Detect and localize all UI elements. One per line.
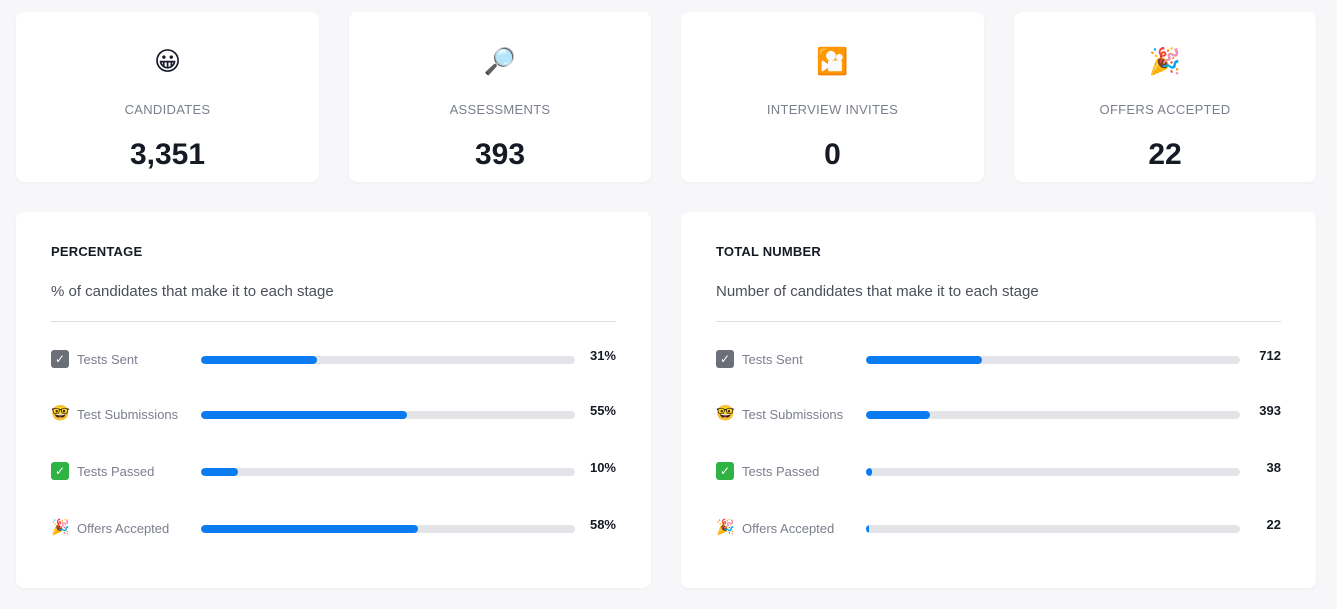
stage-row-test-submissions: 🤓 Test Submissions 393 [716,403,1281,427]
stage-label: Test Submissions [742,407,844,422]
progress-bar-fill [201,468,239,476]
stat-label: ASSESSMENTS [449,102,551,117]
nerd-face-icon: 🤓 [51,405,70,422]
stage-value: 22 [1266,517,1281,532]
stage-value: 55% [589,403,616,418]
stage-value: 31% [589,348,616,363]
stat-label: OFFERS ACCEPTED [1099,102,1231,117]
progress-bar-fill [201,356,317,364]
check-mark-button-icon: ✓ [51,462,69,480]
party-popper-icon: 🎉 [1148,46,1182,76]
stage-row-tests-sent: ✓ Tests Sent 31% [51,348,616,372]
stage-label: Tests Sent [742,352,803,367]
stat-card-assessments: 🔎 ASSESSMENTS 393 [349,12,651,182]
divider [51,321,616,322]
progress-bar-fill [201,525,418,533]
progress-bar-fill [866,411,930,419]
panel-subtitle: Number of candidates that make it to eac… [716,283,1039,300]
magnifying-glass-icon: 🔎 [483,46,517,76]
stage-value: 38 [1266,460,1281,475]
stage-label: Tests Passed [77,464,155,479]
stage-value: 58% [589,517,616,532]
stage-row-test-submissions: 🤓 Test Submissions 55% [51,403,616,427]
stage-row-tests-passed: ✓ Tests Passed 38 [716,460,1281,484]
stage-value: 712 [1259,348,1281,363]
panel-subtitle: % of candidates that make it to each sta… [51,283,334,300]
percentage-panel: PERCENTAGE % of candidates that make it … [16,212,651,588]
stat-label: CANDIDATES [124,102,211,117]
stat-card-offers-accepted: 🎉 OFFERS ACCEPTED 22 [1014,12,1316,182]
stage-value: 10% [589,460,616,475]
grinning-face-icon: 😀 [153,46,182,76]
progress-bar [866,468,1240,476]
stage-label: Offers Accepted [742,521,835,536]
stage-label: Test Submissions [77,407,179,422]
divider [716,321,1281,322]
progress-bar [201,356,575,364]
progress-bar [201,411,575,419]
progress-bar [866,525,1240,533]
stage-label: Tests Passed [742,464,820,479]
nerd-face-icon: 🤓 [716,405,735,422]
stat-value: 3,351 [129,138,206,171]
stage-value: 393 [1259,403,1281,418]
stage-label: Tests Sent [77,352,138,367]
stage-row-tests-passed: ✓ Tests Passed 10% [51,460,616,484]
panel-title: PERCENTAGE [51,244,143,259]
progress-bar-fill [866,525,870,533]
total-number-panel: TOTAL NUMBER Number of candidates that m… [681,212,1316,588]
panel-title: TOTAL NUMBER [716,244,821,259]
party-popper-icon: 🎉 [51,519,70,536]
stat-value: 393 [474,138,526,171]
progress-bar [201,525,575,533]
progress-bar [866,356,1240,364]
movie-camera-icon: 🎦 [816,46,849,76]
stat-value: 0 [824,138,841,171]
check-box-icon: ✓ [716,350,734,368]
stat-card-interview-invites: 🎦 INTERVIEW INVITES 0 [681,12,984,182]
stat-value: 22 [1148,138,1182,171]
stage-row-tests-sent: ✓ Tests Sent 712 [716,348,1281,372]
party-popper-icon: 🎉 [716,519,735,536]
progress-bar-fill [866,356,982,364]
progress-bar-fill [201,411,407,419]
check-mark-button-icon: ✓ [716,462,734,480]
stage-label: Offers Accepted [77,521,170,536]
progress-bar [201,468,575,476]
stat-label: INTERVIEW INVITES [766,102,899,117]
progress-bar-fill [866,468,872,476]
check-box-icon: ✓ [51,350,69,368]
stage-row-offers-accepted: 🎉 Offers Accepted 22 [716,517,1281,541]
stat-card-candidates: 😀 CANDIDATES 3,351 [16,12,319,182]
stage-row-offers-accepted: 🎉 Offers Accepted 58% [51,517,616,541]
progress-bar [866,411,1240,419]
